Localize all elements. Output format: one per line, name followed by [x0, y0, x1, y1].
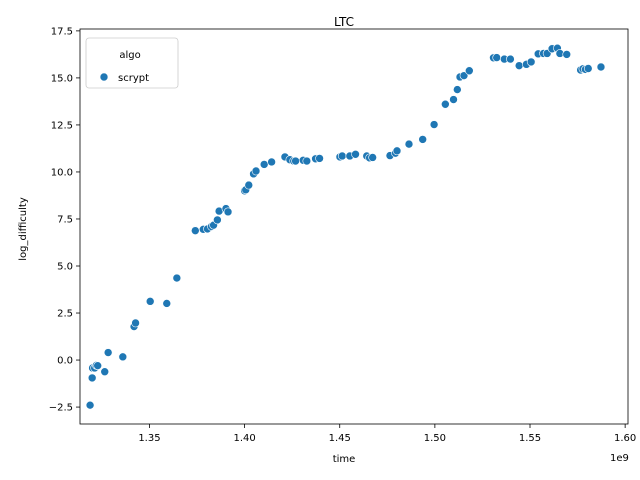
- data-point: [449, 95, 458, 104]
- data-point: [351, 149, 360, 159]
- data-point: [191, 226, 200, 235]
- data-point: [213, 215, 222, 225]
- data-point: [162, 299, 172, 308]
- data-point: [404, 139, 414, 149]
- plot-frame: [79, 28, 629, 425]
- data-point: [583, 64, 593, 73]
- data-point: [315, 154, 324, 163]
- x-tick-label: 1.40: [233, 433, 255, 444]
- data-point: [145, 297, 155, 306]
- legend-title: algo: [119, 50, 140, 61]
- y-tick-label: 17.5: [51, 26, 73, 37]
- y-axis-ticks: −2.5 0.0 2.5 5.0 7.5 10.0 12.5 15.0 17.5: [49, 26, 80, 414]
- data-point: [453, 85, 462, 94]
- x-tick-label: 1.55: [519, 433, 541, 444]
- data-point: [85, 400, 95, 410]
- data-point: [418, 135, 427, 144]
- legend-box: [85, 37, 179, 89]
- y-tick-label: 10.0: [51, 167, 73, 178]
- x-axis-offset-label: 1e9: [610, 453, 629, 464]
- y-tick-label: 0.0: [57, 356, 73, 367]
- data-point: [514, 61, 524, 70]
- y-tick-label: 12.5: [51, 120, 73, 131]
- data-point: [441, 99, 450, 109]
- x-tick-label: 1.50: [424, 433, 446, 444]
- data-point: [244, 180, 254, 190]
- data-point: [118, 352, 128, 362]
- y-axis-label: log_difficulty: [18, 197, 29, 261]
- data-point: [131, 318, 140, 328]
- data-point: [302, 156, 312, 166]
- data-point: [465, 66, 474, 76]
- data-point: [103, 348, 113, 357]
- y-tick-label: −2.5: [49, 403, 73, 414]
- data-point: [93, 361, 102, 370]
- y-tick-label: 2.5: [57, 309, 73, 320]
- data-point: [392, 146, 402, 156]
- x-axis-label: time: [333, 454, 356, 465]
- legend-marker-scrypt: [99, 72, 109, 82]
- data-point: [267, 157, 276, 167]
- x-tick-label: 1.60: [614, 433, 636, 444]
- legend: algo scrypt: [85, 37, 179, 89]
- data-point: [87, 373, 97, 383]
- legend-label-scrypt: scrypt: [118, 73, 149, 84]
- chart-title: LTC: [334, 15, 354, 29]
- data-point: [291, 156, 300, 166]
- x-axis-ticks: 1.35 1.40 1.45 1.50 1.55 1.60: [138, 424, 636, 444]
- data-point: [337, 151, 347, 161]
- y-tick-label: 15.0: [51, 73, 73, 84]
- data-point: [251, 166, 261, 176]
- y-tick-label: 7.5: [57, 214, 73, 225]
- data-point: [100, 367, 110, 377]
- data-points: [85, 43, 606, 410]
- data-point: [368, 153, 377, 162]
- data-point: [223, 207, 233, 217]
- data-point: [506, 54, 515, 64]
- x-tick-label: 1.45: [329, 433, 351, 444]
- data-point: [259, 160, 269, 169]
- data-point: [172, 273, 182, 283]
- data-point: [526, 57, 536, 67]
- data-point: [596, 62, 606, 72]
- data-point: [429, 120, 439, 129]
- data-point: [562, 50, 572, 59]
- data-point: [492, 53, 502, 62]
- y-tick-label: 5.0: [57, 262, 73, 273]
- data-point: [459, 71, 469, 80]
- x-tick-label: 1.35: [138, 433, 160, 444]
